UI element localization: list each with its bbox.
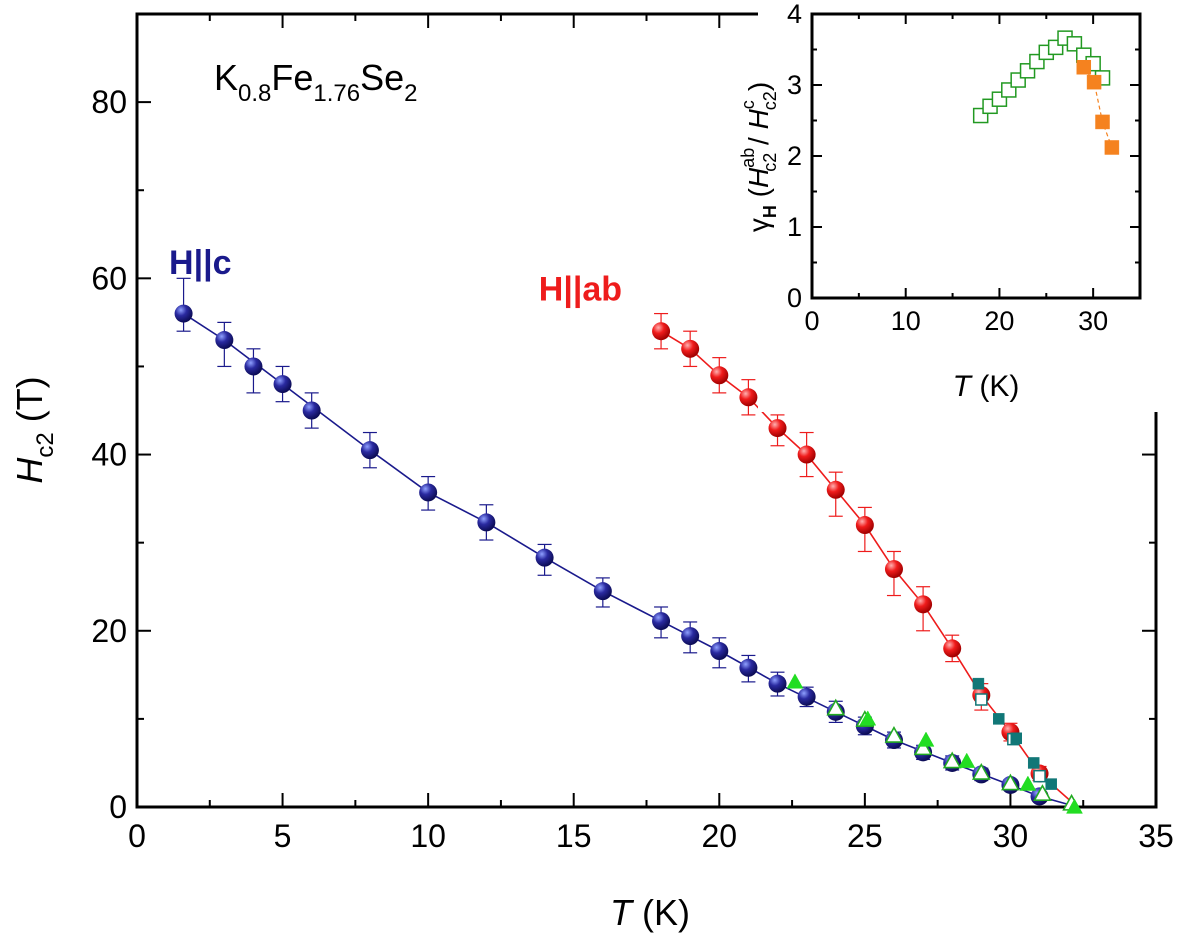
main-markers bbox=[174, 304, 1083, 814]
data-point-h-c bbox=[768, 674, 787, 693]
data-point-h-c bbox=[477, 513, 496, 532]
data-point-h-c bbox=[535, 548, 554, 567]
data-point-h-c bbox=[681, 627, 700, 646]
inset-y-tick-label: 2 bbox=[787, 141, 802, 171]
inset-data-point-filled-orange-squares bbox=[1104, 140, 1120, 155]
inset-data-point-filled-orange-squares bbox=[1076, 60, 1092, 75]
data-point-teal-filled-squares bbox=[1010, 732, 1023, 745]
data-point-h-ab bbox=[797, 445, 816, 464]
data-point-h-c bbox=[273, 375, 292, 394]
main-x-tick-label: 20 bbox=[701, 818, 737, 854]
inset-plot: 0 10 20 30 0 1 2 3 4 T (K) γH (Hab c2 / Hc c2) bbox=[738, 0, 1188, 412]
data-point-green-open-triangles bbox=[971, 762, 991, 780]
data-point-teal-filled-squares bbox=[1027, 757, 1040, 769]
data-point-h-c bbox=[652, 612, 671, 631]
data-point-h-c bbox=[302, 401, 321, 420]
main-x-tick-label: 10 bbox=[410, 818, 446, 854]
inset-y-tick-label: 3 bbox=[787, 70, 802, 100]
data-point-green-open-triangles bbox=[826, 698, 846, 716]
series-label-h-ab: H||ab bbox=[539, 270, 622, 308]
inset-x-tick-label: 0 bbox=[804, 306, 819, 336]
main-x-tick-label: 5 bbox=[274, 818, 292, 854]
x-axis-title: T (K) bbox=[610, 892, 690, 933]
data-point-h-c bbox=[710, 642, 729, 661]
data-point-h-ab bbox=[768, 419, 787, 438]
inset-y-tick-label: 1 bbox=[787, 212, 802, 242]
data-point-h-ab bbox=[681, 339, 700, 358]
inset-markers bbox=[972, 30, 1120, 155]
main-y-tick-label: 20 bbox=[91, 613, 127, 649]
data-point-h-ab bbox=[914, 595, 933, 614]
data-point-h-c bbox=[739, 658, 758, 677]
data-point-green-open-triangles bbox=[942, 751, 962, 769]
data-point-green-filled-triangles bbox=[917, 731, 935, 747]
main-x-tick-label: 35 bbox=[1138, 818, 1174, 854]
data-point-h-ab bbox=[652, 322, 671, 341]
inset-y-tick-label: 4 bbox=[787, 0, 802, 29]
inset-data-point-filled-orange-squares bbox=[1086, 74, 1102, 90]
data-point-teal-filled-squares bbox=[993, 713, 1005, 725]
data-point-green-filled-triangles bbox=[1066, 798, 1083, 814]
main-y-tick-label: 80 bbox=[91, 84, 127, 120]
series-label-h-c: H||c bbox=[169, 244, 232, 282]
inset-data-point-open-green-squares bbox=[1066, 36, 1083, 52]
data-point-teal-open-squares bbox=[975, 693, 988, 706]
inset-y-axis-title: γH (Hab c2 / Hc c2) bbox=[738, 82, 780, 232]
data-point-green-filled-triangles bbox=[786, 673, 804, 689]
inset-y-tick-label: 0 bbox=[787, 283, 802, 313]
data-point-teal-open-squares bbox=[1033, 769, 1046, 783]
data-point-h-c bbox=[244, 357, 263, 376]
data-point-h-ab bbox=[943, 639, 962, 658]
data-point-green-filled-triangles bbox=[859, 710, 877, 726]
data-point-h-ab bbox=[826, 480, 845, 499]
data-point-green-open-triangles bbox=[1033, 784, 1052, 801]
compound-annotation: K0.8Fe1.76Se2 bbox=[214, 57, 418, 107]
data-point-h-c bbox=[215, 331, 234, 350]
data-point-h-c bbox=[419, 483, 438, 502]
data-point-h-c bbox=[593, 582, 612, 601]
data-point-green-filled-triangles bbox=[1019, 775, 1037, 791]
main-x-tick-label: 0 bbox=[128, 818, 146, 854]
inset-x-tick-label: 20 bbox=[984, 306, 1014, 336]
main-y-tick-label: 60 bbox=[91, 260, 127, 296]
data-point-green-filled-triangles bbox=[958, 752, 976, 768]
data-point-teal-filled-squares bbox=[972, 677, 985, 690]
data-point-h-c bbox=[797, 687, 816, 706]
data-point-h-ab bbox=[710, 366, 729, 385]
inset-connect-line bbox=[1083, 66, 1113, 148]
data-point-green-open-triangles bbox=[884, 725, 904, 743]
main-x-tick-label: 25 bbox=[847, 818, 883, 854]
data-point-green-open-triangles bbox=[913, 738, 933, 756]
main-x-tick-label: 30 bbox=[993, 818, 1029, 854]
data-point-h-ab bbox=[855, 516, 874, 535]
inset-connect-filled-orange-squares bbox=[1083, 66, 1113, 148]
main-x-tick-label: 15 bbox=[556, 818, 592, 854]
data-point-h-ab bbox=[884, 560, 903, 579]
data-point-h-c bbox=[360, 441, 379, 460]
data-point-h-ab bbox=[739, 388, 758, 407]
inset-x-tick-label: 30 bbox=[1078, 306, 1108, 336]
main-y-tick-label: 0 bbox=[109, 789, 127, 825]
y-axis-title: Hc2 (T) bbox=[9, 376, 59, 483]
inset-axes: 0 10 20 30 0 1 2 3 4 bbox=[787, 0, 1142, 336]
data-point-teal-filled-squares bbox=[1045, 778, 1057, 790]
inset-data-point-filled-orange-squares bbox=[1095, 114, 1110, 130]
inset-x-tick-label: 10 bbox=[891, 306, 921, 336]
inset-background bbox=[758, 2, 1188, 412]
main-y-tick-label: 40 bbox=[91, 437, 127, 473]
data-point-green-open-triangles bbox=[1001, 773, 1020, 791]
inset-x-axis-title: T (K) bbox=[953, 370, 1020, 403]
data-point-h-c bbox=[174, 304, 193, 323]
